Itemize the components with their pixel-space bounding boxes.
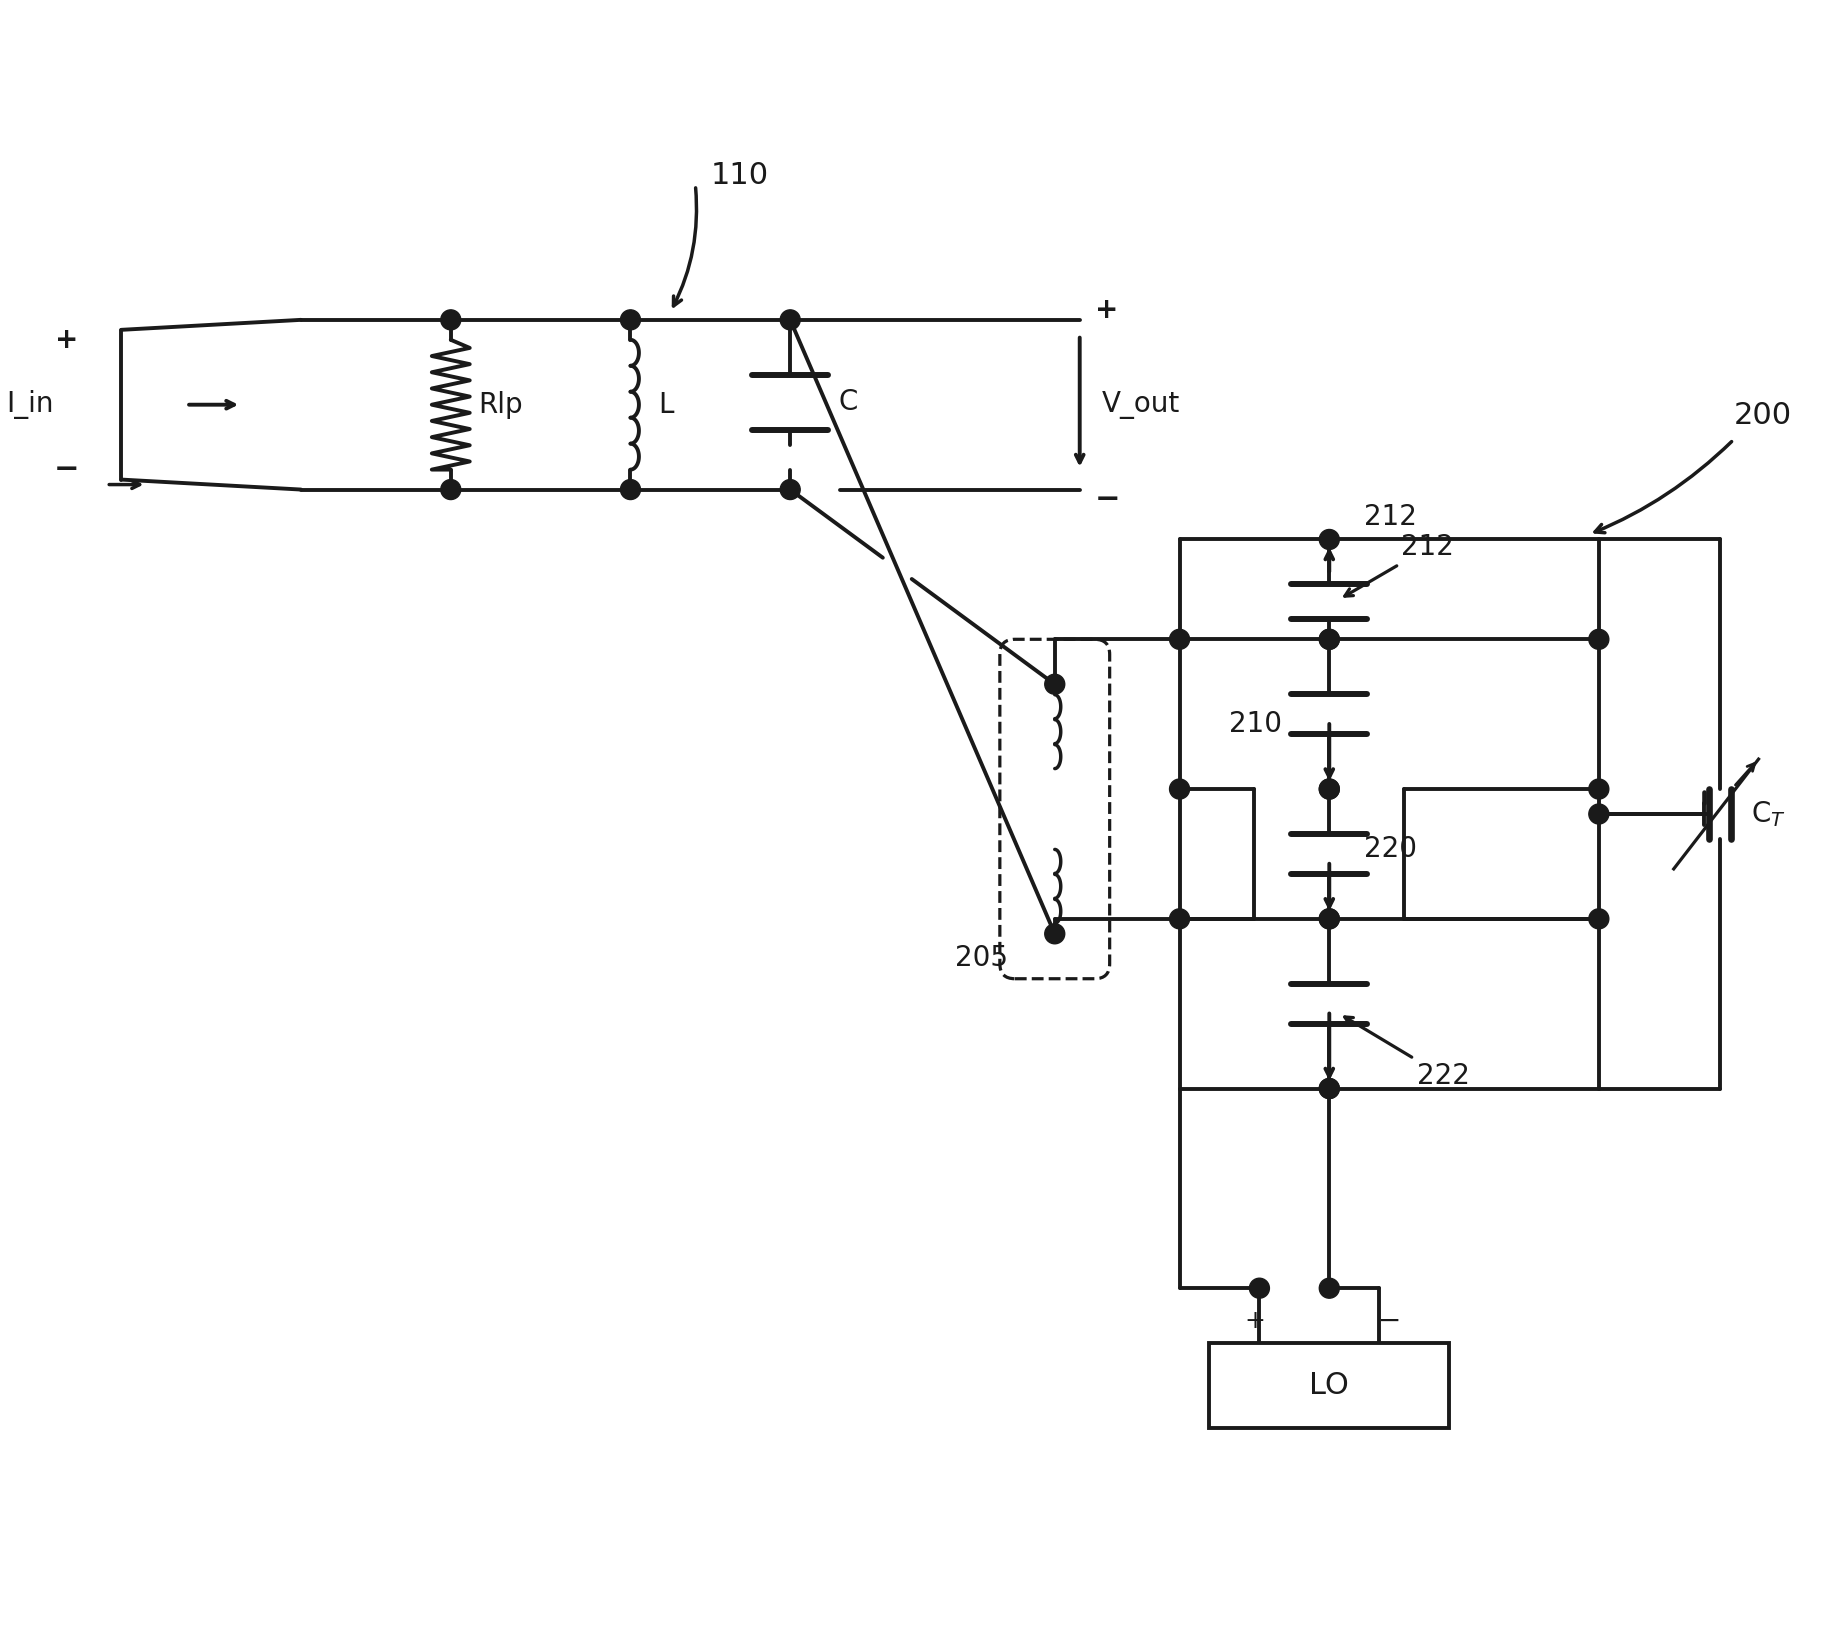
Circle shape	[1320, 910, 1340, 929]
Circle shape	[1320, 779, 1340, 800]
Text: 200: 200	[1734, 400, 1792, 429]
Text: 220: 220	[1364, 834, 1416, 864]
Text: 210: 210	[1229, 710, 1282, 738]
FancyBboxPatch shape	[1209, 1342, 1449, 1428]
Text: Rlp: Rlp	[479, 390, 523, 418]
Circle shape	[1320, 529, 1340, 549]
Circle shape	[620, 310, 640, 329]
Circle shape	[1170, 910, 1190, 929]
Circle shape	[1170, 629, 1190, 649]
Circle shape	[1045, 674, 1065, 695]
Circle shape	[620, 480, 640, 500]
Circle shape	[780, 480, 800, 500]
Text: LO: LO	[1309, 1372, 1349, 1400]
Circle shape	[1320, 629, 1340, 649]
Text: V_out: V_out	[1101, 390, 1179, 418]
Circle shape	[1320, 779, 1340, 800]
Circle shape	[1320, 1278, 1340, 1298]
Text: 212: 212	[1402, 533, 1455, 562]
Circle shape	[441, 310, 461, 329]
Circle shape	[1249, 1278, 1269, 1298]
Circle shape	[1320, 629, 1340, 649]
Circle shape	[1045, 924, 1065, 944]
Text: −: −	[1094, 485, 1119, 515]
Text: +: +	[1243, 1310, 1265, 1333]
Text: 205: 205	[955, 944, 1008, 972]
Circle shape	[780, 310, 800, 329]
Text: +: +	[55, 326, 78, 354]
Text: C$_T$: C$_T$	[1750, 800, 1785, 829]
Circle shape	[1170, 779, 1190, 800]
Circle shape	[1320, 1078, 1340, 1098]
Circle shape	[441, 480, 461, 500]
Circle shape	[1590, 910, 1610, 929]
Text: 110: 110	[711, 161, 769, 190]
Text: −: −	[1378, 1308, 1400, 1336]
Circle shape	[1590, 779, 1610, 800]
Text: −: −	[53, 456, 78, 484]
Text: L: L	[658, 390, 675, 418]
Text: I_in: I_in	[7, 390, 55, 420]
Text: 212: 212	[1364, 503, 1416, 531]
Text: C: C	[839, 388, 857, 416]
Circle shape	[1320, 910, 1340, 929]
Circle shape	[1320, 1078, 1340, 1098]
Circle shape	[1590, 805, 1610, 824]
Text: 222: 222	[1416, 1062, 1469, 1090]
Text: +: +	[1094, 297, 1117, 325]
Circle shape	[1590, 629, 1610, 649]
